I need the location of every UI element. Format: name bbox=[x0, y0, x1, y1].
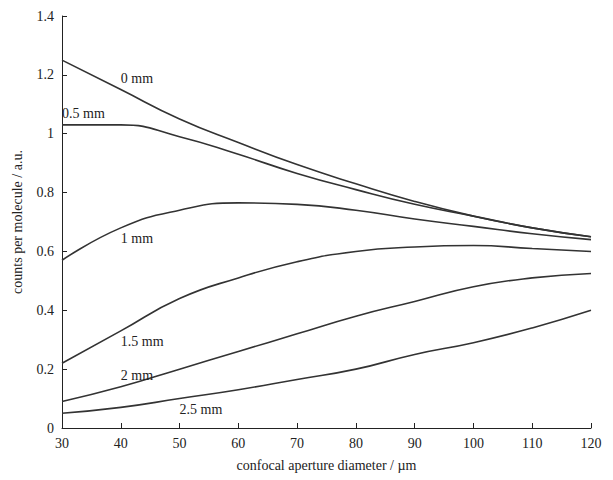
svg-text:70: 70 bbox=[290, 436, 304, 451]
svg-text:50: 50 bbox=[173, 436, 187, 451]
svg-text:0.5 mm: 0.5 mm bbox=[62, 106, 105, 121]
svg-text:110: 110 bbox=[522, 436, 542, 451]
svg-text:90: 90 bbox=[408, 436, 422, 451]
svg-text:0.8: 0.8 bbox=[37, 185, 55, 200]
svg-text:0: 0 bbox=[47, 421, 54, 436]
svg-text:0.6: 0.6 bbox=[37, 244, 55, 259]
svg-text:120: 120 bbox=[581, 436, 602, 451]
svg-text:80: 80 bbox=[349, 436, 363, 451]
svg-text:30: 30 bbox=[55, 436, 69, 451]
svg-text:1.5 mm: 1.5 mm bbox=[121, 334, 164, 349]
svg-text:1.4: 1.4 bbox=[37, 9, 55, 24]
svg-text:0.4: 0.4 bbox=[37, 303, 55, 318]
svg-text:2.5 mm: 2.5 mm bbox=[180, 402, 223, 417]
svg-text:0.2: 0.2 bbox=[37, 362, 55, 377]
svg-text:2 mm: 2 mm bbox=[121, 368, 153, 383]
svg-text:1: 1 bbox=[47, 126, 54, 141]
svg-text:60: 60 bbox=[231, 436, 245, 451]
svg-text:0 mm: 0 mm bbox=[121, 71, 153, 86]
svg-text:40: 40 bbox=[114, 436, 128, 451]
svg-text:counts per molecule / a.u.: counts per molecule / a.u. bbox=[10, 150, 25, 294]
svg-text:confocal aperture diameter / µ: confocal aperture diameter / µm bbox=[237, 458, 417, 473]
svg-text:1 mm: 1 mm bbox=[121, 231, 153, 246]
svg-text:100: 100 bbox=[463, 436, 484, 451]
svg-text:1.2: 1.2 bbox=[37, 67, 55, 82]
